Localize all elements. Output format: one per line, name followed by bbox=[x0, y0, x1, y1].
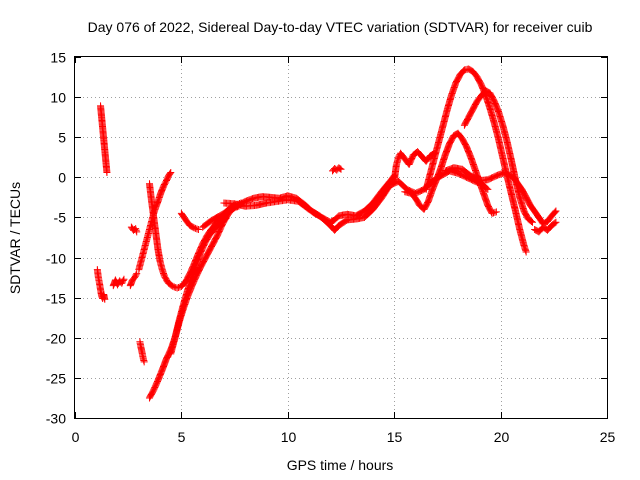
y-tick-label: -10 bbox=[46, 251, 66, 267]
y-tick-label: -30 bbox=[46, 411, 66, 427]
data-point bbox=[169, 282, 177, 290]
data-point bbox=[194, 225, 202, 233]
plot-frame bbox=[74, 56, 608, 419]
x-tick-label: 15 bbox=[387, 429, 403, 445]
series-bump-5h bbox=[177, 209, 202, 233]
y-tick-label: -20 bbox=[46, 331, 66, 347]
y-tick-label: -5 bbox=[54, 210, 67, 226]
series-second-peak bbox=[460, 87, 537, 226]
data-point bbox=[101, 295, 109, 303]
series-flat-track bbox=[441, 164, 560, 228]
series-isolated-points bbox=[97, 102, 111, 177]
data-point bbox=[336, 165, 344, 173]
data-point bbox=[132, 225, 140, 233]
data-point bbox=[491, 208, 499, 216]
data-point bbox=[221, 215, 229, 223]
data-point bbox=[492, 208, 500, 216]
x-tick-labels: 0 5 10 15 20 25 bbox=[72, 429, 616, 445]
axis-ticks bbox=[75, 57, 608, 419]
data-point bbox=[167, 169, 175, 177]
series-cluster-2.7h-upper bbox=[127, 223, 141, 236]
data-point bbox=[140, 358, 148, 366]
chart-title: Day 076 of 2022, Sidereal Day-to-day VTE… bbox=[88, 19, 593, 35]
data-point bbox=[132, 271, 140, 279]
y-tick-label: 5 bbox=[58, 130, 66, 146]
series-drop-3.2h bbox=[136, 338, 148, 366]
y-tick-label: -15 bbox=[46, 291, 66, 307]
data-point bbox=[193, 225, 201, 233]
data-point bbox=[552, 218, 560, 226]
data-point bbox=[175, 284, 183, 292]
series-mid-rise-track bbox=[167, 214, 230, 358]
series-arc-15-16h bbox=[390, 148, 439, 185]
data-point bbox=[119, 277, 127, 285]
y-tick-label: 10 bbox=[50, 90, 66, 106]
x-tick-label: 0 bbox=[72, 429, 80, 445]
y-tick-labels: -30 -25 -20 -15 -10 -5 0 5 10 15 bbox=[46, 50, 66, 427]
data-point bbox=[551, 208, 559, 216]
series-peak-arc bbox=[422, 65, 530, 256]
data-point bbox=[522, 248, 530, 256]
data-point bbox=[222, 214, 230, 222]
data-point bbox=[529, 218, 537, 226]
x-axis-label: GPS time / hours bbox=[287, 457, 394, 473]
y-axis-label: SDTVAR / TECUs bbox=[7, 182, 23, 294]
x-tick-label: 20 bbox=[494, 429, 510, 445]
y-tick-label: 0 bbox=[58, 170, 66, 186]
series-cluster-2h bbox=[109, 275, 128, 290]
data-point bbox=[192, 224, 200, 232]
data-point bbox=[166, 170, 174, 178]
x-tick-label: 5 bbox=[178, 429, 186, 445]
data-point bbox=[190, 224, 198, 232]
data-point bbox=[173, 284, 181, 292]
series-cluster-2.8h bbox=[126, 270, 141, 290]
series-cluster-12.4h bbox=[328, 164, 345, 175]
data-point bbox=[103, 169, 111, 177]
data-point bbox=[120, 275, 128, 283]
data-point bbox=[552, 207, 560, 215]
data-point bbox=[133, 228, 141, 236]
data-points bbox=[93, 65, 560, 402]
y-tick-label: -25 bbox=[46, 371, 66, 387]
data-point bbox=[527, 217, 535, 225]
data-point bbox=[488, 209, 496, 217]
series-low-rise-track bbox=[145, 202, 243, 402]
x-tick-label: 10 bbox=[281, 429, 297, 445]
gridlines bbox=[75, 57, 607, 418]
data-point bbox=[337, 165, 345, 173]
data-point bbox=[133, 270, 141, 278]
data-point bbox=[551, 219, 559, 227]
x-tick-label: 25 bbox=[600, 429, 616, 445]
data-point bbox=[132, 226, 140, 234]
series-end-cluster bbox=[531, 218, 560, 236]
data-point bbox=[490, 209, 498, 217]
series-early-cluster bbox=[93, 266, 109, 303]
y-tick-label: 15 bbox=[50, 50, 66, 66]
